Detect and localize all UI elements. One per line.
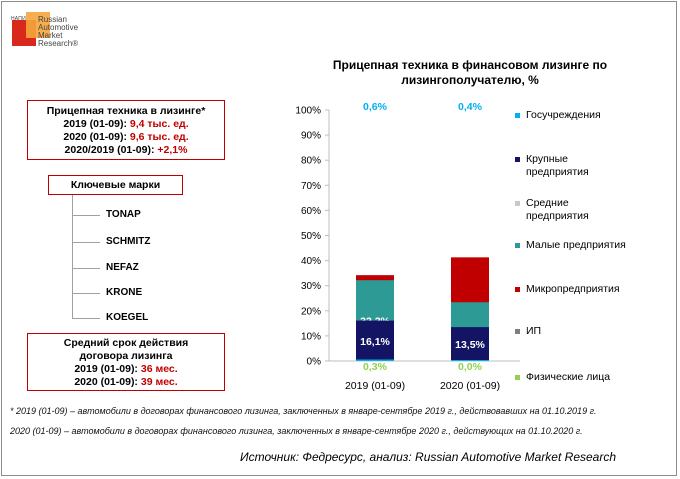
legend-swatch bbox=[515, 329, 520, 334]
lease-term-title: Средний срок действия договора лизинга bbox=[63, 337, 189, 362]
lease-term-2020: 2020 (01-09): 39 мес. bbox=[74, 376, 178, 388]
chart-title: Прицепная техника в финансовом лизинге п… bbox=[332, 58, 608, 87]
y-tick-label: 100% bbox=[295, 106, 321, 117]
data-label: 16,1% bbox=[360, 336, 390, 348]
data-label: 0,4% bbox=[458, 101, 483, 113]
footnote-2019: * 2019 (01-09) – автомобили в договорах … bbox=[10, 406, 597, 416]
footnote-2020: 2020 (01-09) – автомобили в договорах фи… bbox=[10, 426, 583, 436]
legend-label: Средние предприятия bbox=[526, 197, 589, 222]
legend-swatch bbox=[515, 157, 520, 162]
source-note: Источник: Федресурс, анализ: Russian Aut… bbox=[240, 450, 617, 464]
y-tick-label: 10% bbox=[301, 331, 321, 342]
brand-tonap: TONAP bbox=[106, 209, 141, 220]
legend-label: Малые предприятия bbox=[526, 239, 626, 251]
legend-item: Малые предприятия bbox=[515, 239, 626, 252]
y-tick-label: 50% bbox=[301, 231, 321, 242]
logo-orange-square bbox=[26, 12, 50, 38]
brand-koegel: KOEGEL bbox=[106, 312, 149, 323]
lease-term-box: Средний срок действия договора лизинга 2… bbox=[27, 333, 225, 391]
leasing-volume-box: Прицепная техника в лизинге* 2019 (01-09… bbox=[27, 100, 225, 160]
legend-label: Микропредприятия bbox=[526, 283, 620, 295]
x-tick-label: 2019 (01-09) bbox=[345, 380, 405, 392]
x-tick-label: 2020 (01-09) bbox=[440, 380, 500, 392]
lease-term-2019: 2019 (01-09): 36 мес. bbox=[74, 363, 178, 375]
leasing-volume-title: Прицепная техника в лизинге* bbox=[46, 105, 206, 117]
y-tick-label: 30% bbox=[301, 281, 321, 292]
legend-item: Средние предприятия bbox=[515, 197, 589, 223]
ramr-logo: НАПИ Russian Automotive Market Research® bbox=[10, 8, 100, 70]
y-tick-label: 0% bbox=[307, 357, 322, 368]
brand-tree-branch bbox=[72, 215, 100, 216]
brand-tree-trunk bbox=[72, 195, 73, 319]
key-brands-title: Ключевые марки bbox=[48, 175, 183, 195]
data-label: 0,3% bbox=[363, 361, 388, 373]
legend-swatch bbox=[515, 113, 520, 118]
y-tick-label: 60% bbox=[301, 206, 321, 217]
brand-krone: KRONE bbox=[106, 287, 143, 298]
legend-item: Госучреждения bbox=[515, 109, 601, 122]
leasing-volume-2019: 2019 (01-09): 9,4 тыс. ед. bbox=[63, 118, 189, 130]
legend-swatch bbox=[515, 243, 520, 248]
y-tick-label: 90% bbox=[301, 131, 321, 142]
bar-segment bbox=[356, 320, 394, 361]
data-label: 0,0% bbox=[458, 361, 483, 373]
legend-item: Крупные предприятия bbox=[515, 153, 589, 179]
legend-swatch bbox=[515, 287, 520, 292]
logo-abbr: НАПИ bbox=[11, 16, 26, 22]
data-label: 0,6% bbox=[363, 101, 388, 113]
leasing-volume-change: 2020/2019 (01-09): +2,1% bbox=[64, 144, 188, 156]
brand-nefaz: NEFAZ bbox=[106, 262, 139, 273]
legend-swatch bbox=[515, 375, 520, 380]
legend-item: ИП bbox=[515, 325, 542, 338]
logo-text: Russian Automotive Market Research® bbox=[38, 15, 79, 48]
legend-label: Крупные предприятия bbox=[526, 153, 589, 178]
brand-tree-branch bbox=[72, 242, 100, 243]
y-tick-label: 40% bbox=[301, 256, 321, 267]
brand-tree-branch bbox=[72, 293, 100, 294]
data-label: 13,5% bbox=[455, 339, 485, 351]
y-tick-label: 20% bbox=[301, 306, 321, 317]
legend-label: Госучреждения bbox=[526, 109, 601, 121]
legend-swatch bbox=[515, 201, 520, 206]
legend-item: Микропредприятия bbox=[515, 283, 620, 296]
bar-segment bbox=[451, 359, 489, 361]
brand-schmitz: SCHMITZ bbox=[106, 236, 151, 247]
legend-label: Физические лица bbox=[526, 371, 611, 383]
bar-segment bbox=[356, 359, 394, 361]
y-tick-label: 70% bbox=[301, 181, 321, 192]
leasing-volume-2020: 2020 (01-09): 9,6 тыс. ед. bbox=[63, 131, 189, 143]
bar-segment bbox=[451, 327, 489, 361]
brand-tree-branch bbox=[72, 268, 100, 269]
y-tick-label: 80% bbox=[301, 156, 321, 167]
legend-item: Физические лица bbox=[515, 371, 611, 384]
brand-tree-branch bbox=[72, 318, 100, 319]
legend-label: ИП bbox=[526, 325, 542, 337]
